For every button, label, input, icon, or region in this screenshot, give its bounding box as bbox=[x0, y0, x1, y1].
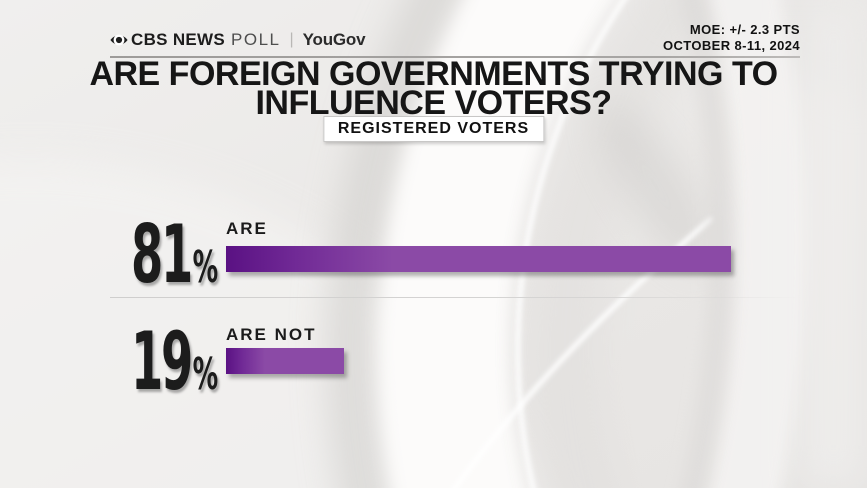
page-title: ARE FOREIGN GOVERNMENTS TRYING TO INFLUE… bbox=[0, 55, 867, 122]
bar-label: ARE NOT bbox=[226, 325, 317, 344]
bar-value: 19% bbox=[131, 322, 218, 402]
percent-sign: % bbox=[192, 349, 219, 400]
row-divider bbox=[110, 297, 800, 298]
percent-sign: % bbox=[192, 242, 219, 293]
header-rule bbox=[110, 56, 800, 58]
poll-meta: MOE: +/- 2.3 PTS OCTOBER 8-11, 2024 bbox=[663, 22, 800, 54]
title-line-1: ARE FOREIGN GOVERNMENTS TRYING TO bbox=[89, 55, 778, 93]
bar-value-number: 81 bbox=[131, 208, 193, 301]
poll-dates: OCTOBER 8-11, 2024 bbox=[662, 38, 800, 53]
cbs-news-logo-text: CBS NEWS bbox=[131, 30, 226, 49]
bar-are bbox=[226, 246, 731, 272]
bar-are-not bbox=[226, 348, 344, 374]
title-line-2: INFLUENCE VOTERS? bbox=[255, 84, 612, 122]
margin-of-error: MOE: +/- 2.3 PTS bbox=[689, 22, 800, 37]
poll-logo-text: POLL bbox=[231, 30, 281, 49]
cbs-eye-icon bbox=[110, 34, 128, 46]
bar-value-number: 19 bbox=[131, 315, 193, 408]
yougov-logo-text: YouGov bbox=[302, 30, 366, 49]
bar-label: ARE bbox=[226, 219, 268, 238]
bar-value: 81% bbox=[131, 215, 218, 295]
brand-divider: | bbox=[289, 31, 294, 48]
brand-lockup: CBS NEWS POLL | YouGov bbox=[110, 29, 366, 51]
registered-voters-badge: REGISTERED VOTERS bbox=[322, 116, 545, 142]
